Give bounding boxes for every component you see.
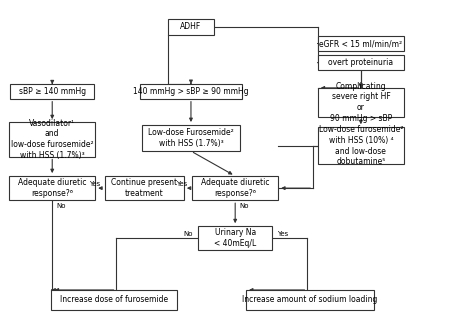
Text: Increase amount of sodium loading: Increase amount of sodium loading <box>242 295 377 304</box>
FancyBboxPatch shape <box>168 19 214 35</box>
FancyBboxPatch shape <box>140 84 242 99</box>
FancyBboxPatch shape <box>105 176 184 200</box>
FancyBboxPatch shape <box>10 84 94 99</box>
Text: Low-dose furosemide²
with HSS (10%) ⁴
and low-dose
dobutamine⁵: Low-dose furosemide² with HSS (10%) ⁴ an… <box>319 125 403 166</box>
FancyBboxPatch shape <box>246 290 374 310</box>
FancyBboxPatch shape <box>198 226 273 251</box>
Text: Yes: Yes <box>176 181 187 186</box>
Text: Increase dose of furosemide: Increase dose of furosemide <box>60 295 168 304</box>
Text: Adequate diuretic
response?⁶: Adequate diuretic response?⁶ <box>18 178 86 198</box>
Text: No: No <box>239 204 248 209</box>
FancyBboxPatch shape <box>318 127 404 164</box>
FancyBboxPatch shape <box>318 55 404 70</box>
FancyBboxPatch shape <box>318 36 404 51</box>
Text: Adequate diuretic
response?⁶: Adequate diuretic response?⁶ <box>201 178 269 198</box>
Text: sBP ≥ 140 mmHg: sBP ≥ 140 mmHg <box>18 87 86 96</box>
Text: Urinary Na
< 40mEq/L: Urinary Na < 40mEq/L <box>214 228 256 248</box>
Text: Continue present
treatment: Continue present treatment <box>111 178 177 198</box>
Text: ADHF: ADHF <box>180 23 201 32</box>
FancyBboxPatch shape <box>142 125 240 151</box>
Text: No: No <box>56 204 65 209</box>
Text: No: No <box>184 231 193 237</box>
Text: Low-dose Furosemide²
with HSS (1.7%)³: Low-dose Furosemide² with HSS (1.7%)³ <box>148 128 234 148</box>
Text: Complicating
severe right HF
or
90 mmHg > sBP: Complicating severe right HF or 90 mmHg … <box>330 82 392 123</box>
Text: Yes: Yes <box>277 231 288 237</box>
Text: eGFR < 15 ml/min/m²: eGFR < 15 ml/min/m² <box>319 39 402 48</box>
Text: 140 mmHg > sBP ≥ 90 mmHg: 140 mmHg > sBP ≥ 90 mmHg <box>133 87 249 96</box>
FancyBboxPatch shape <box>9 176 95 200</box>
Text: overt proteinuria: overt proteinuria <box>328 58 393 67</box>
FancyBboxPatch shape <box>318 88 404 117</box>
Text: Yes: Yes <box>89 181 100 186</box>
FancyBboxPatch shape <box>9 122 95 156</box>
Text: Vasodilator¹
and
low-dose furosemide²
with HSS (1.7%)³: Vasodilator¹ and low-dose furosemide² wi… <box>11 119 93 160</box>
FancyBboxPatch shape <box>51 290 177 310</box>
FancyBboxPatch shape <box>192 176 278 200</box>
